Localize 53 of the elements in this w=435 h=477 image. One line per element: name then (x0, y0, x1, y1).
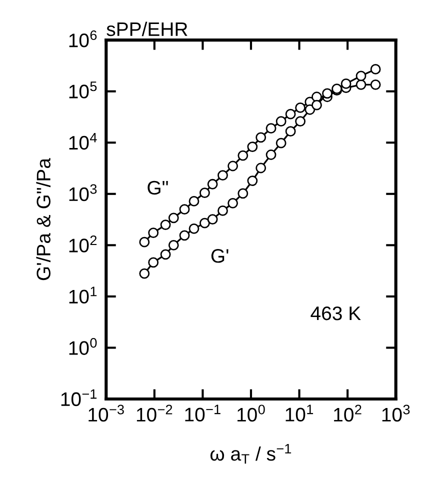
series-label: G' (211, 249, 228, 263)
point (266, 123, 276, 134)
point (179, 204, 190, 215)
y-tick-label: 10$^{4}$ (69, 132, 97, 150)
point (200, 218, 210, 228)
point (179, 230, 190, 241)
x-tick-label: 10$^{1}$ (286, 404, 314, 422)
annotation: 463 K (310, 306, 361, 320)
point (200, 188, 210, 198)
x-tick-label: 10$^{3}$ (382, 404, 410, 422)
y-tick-label: 10$^{5}$ (69, 82, 97, 98)
point (188, 223, 200, 234)
point (188, 196, 200, 206)
point (266, 150, 276, 160)
point (160, 220, 171, 230)
point (247, 142, 258, 152)
y-tick-label: 10$^{6}$ (69, 30, 97, 48)
point (168, 240, 179, 250)
y-tick-label: 10$^{2}$ (69, 236, 97, 252)
x-tick-label: 10$^{−2}$ (136, 404, 172, 422)
point (228, 160, 238, 172)
point (160, 249, 171, 260)
point (218, 170, 228, 181)
x-axis-title: ω a$_{T}$ / s$^{−1}$ (210, 444, 292, 464)
point (228, 198, 238, 208)
point (207, 178, 218, 190)
point (139, 236, 150, 248)
point (256, 162, 266, 174)
y-tick-label: 10$^{−1}$ (61, 389, 97, 406)
x-tick-label: 10$^{2}$ (334, 404, 362, 422)
point (218, 206, 228, 216)
y-axis-title: G'/Pa & G"/Pa (36, 158, 50, 280)
point (168, 212, 179, 224)
y-tick-label: 10$^{0}$ (69, 338, 97, 355)
point (295, 102, 306, 113)
point (139, 268, 150, 279)
x-tick-label: 10$^{0}$ (238, 404, 265, 422)
point (247, 176, 258, 186)
point (238, 150, 248, 161)
point (207, 214, 218, 224)
point (238, 188, 248, 199)
x-tick-label: 10$^{−3}$ (88, 404, 124, 422)
y-tick-label: 10$^{1}$ (69, 286, 97, 304)
point (256, 132, 266, 143)
point (276, 138, 286, 148)
point (285, 126, 296, 137)
series-label: G" (148, 180, 168, 195)
point (285, 108, 296, 120)
point (295, 116, 306, 127)
point (276, 116, 286, 127)
chart-title: sPP/EHR (106, 22, 188, 36)
x-tick-label: 10$^{−1}$ (185, 404, 220, 422)
y-tick-label: 10$^{3}$ (69, 184, 97, 202)
